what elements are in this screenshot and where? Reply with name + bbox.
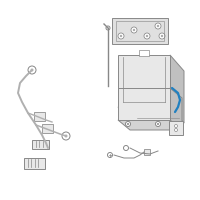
FancyBboxPatch shape	[32, 140, 48, 148]
FancyBboxPatch shape	[42, 123, 52, 132]
Circle shape	[108, 152, 112, 158]
FancyBboxPatch shape	[112, 18, 168, 44]
Circle shape	[157, 25, 159, 27]
Polygon shape	[118, 120, 182, 130]
Circle shape	[155, 23, 161, 29]
Polygon shape	[170, 88, 182, 130]
Polygon shape	[118, 55, 170, 107]
Circle shape	[126, 121, 130, 127]
Polygon shape	[144, 149, 150, 155]
Circle shape	[62, 132, 70, 140]
Circle shape	[156, 121, 160, 127]
Circle shape	[30, 68, 34, 72]
Circle shape	[131, 27, 137, 33]
Circle shape	[120, 35, 122, 37]
Circle shape	[174, 124, 178, 128]
Circle shape	[157, 123, 159, 125]
Circle shape	[28, 66, 36, 74]
Circle shape	[64, 134, 68, 138]
Circle shape	[106, 26, 110, 30]
Circle shape	[127, 123, 129, 125]
FancyBboxPatch shape	[34, 112, 44, 120]
Circle shape	[174, 129, 178, 132]
Circle shape	[124, 146, 128, 150]
Circle shape	[159, 33, 165, 39]
Circle shape	[118, 33, 124, 39]
FancyBboxPatch shape	[24, 158, 44, 168]
Circle shape	[133, 29, 135, 31]
Circle shape	[144, 33, 150, 39]
Polygon shape	[118, 88, 170, 120]
Circle shape	[146, 35, 148, 37]
Polygon shape	[139, 50, 149, 56]
Polygon shape	[170, 55, 184, 123]
FancyBboxPatch shape	[169, 121, 183, 135]
Circle shape	[161, 35, 163, 37]
Polygon shape	[118, 107, 184, 123]
